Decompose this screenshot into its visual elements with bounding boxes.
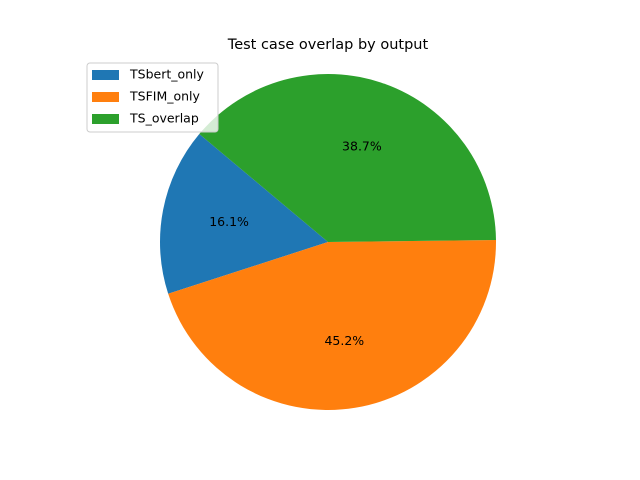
pie-percent-label: 38.7% [342, 139, 382, 154]
legend-swatch [92, 92, 119, 102]
pie-slice-tsbert-only [160, 134, 328, 294]
legend-swatch [92, 70, 119, 80]
legend-label: TSbert_only [129, 67, 205, 82]
legend-label: TSFIM_only [129, 89, 201, 104]
pie-slices [160, 74, 497, 411]
chart-title: Test case overlap by output [227, 37, 429, 53]
pie-slice-tsfim-only [168, 240, 497, 411]
legend-swatch [92, 114, 119, 124]
pie-percent-labels: 16.1% 45.2% 38.7% [209, 139, 382, 348]
pie-percent-label: 16.1% [209, 214, 249, 229]
pie-percent-label: 45.2% [324, 333, 364, 348]
legend-label: TS_overlap [129, 111, 199, 126]
pie-slice-ts-overlap [199, 74, 496, 243]
legend: TSbert_only TSFIM_only TS_overlap [86, 62, 219, 133]
legend-frame [86, 62, 219, 133]
